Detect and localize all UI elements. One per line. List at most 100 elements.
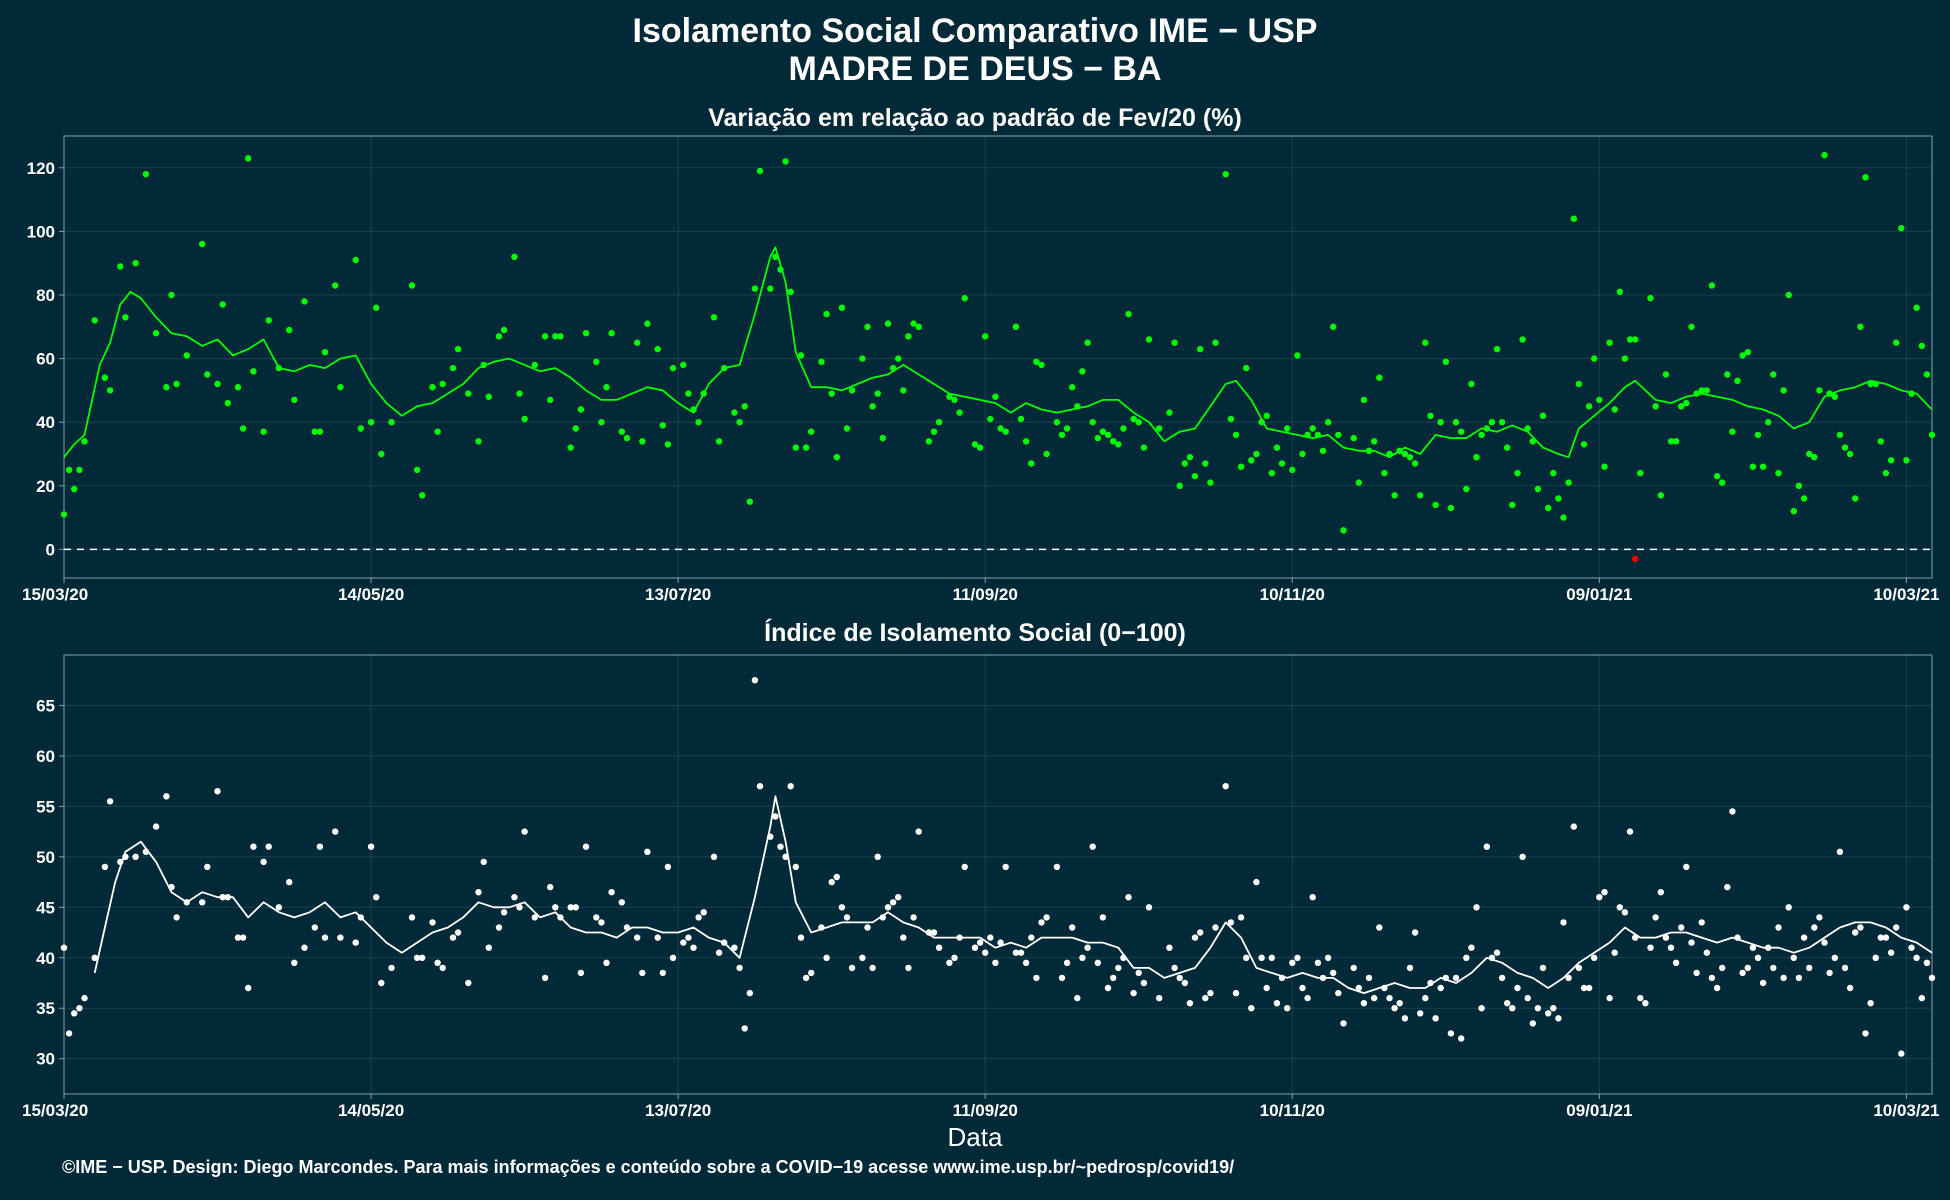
bottom-data-point <box>1156 994 1163 1002</box>
bottom-data-point <box>1785 904 1792 911</box>
top-data-point <box>1770 371 1777 378</box>
bottom-data-point <box>639 969 646 977</box>
bottom-data-point <box>106 798 114 805</box>
top-data-point <box>1324 419 1332 426</box>
top-data-point <box>516 390 523 397</box>
bottom-data-point <box>1698 919 1705 926</box>
bottom-data-point <box>1478 1005 1485 1012</box>
bottom-data-point <box>1417 1010 1424 1017</box>
bottom-data-point <box>577 969 585 977</box>
bottom-data-point <box>1846 984 1854 992</box>
bottom-data-point <box>808 969 815 977</box>
top-data-point <box>1253 450 1260 458</box>
bottom-data-point <box>1928 974 1936 982</box>
top-data-point <box>1708 282 1716 289</box>
bottom-data-point <box>1324 954 1332 961</box>
top-data-point <box>1028 460 1035 467</box>
bottom-data-point <box>1309 894 1316 901</box>
bottom-data-point <box>992 959 999 966</box>
top-data-point <box>1473 454 1480 461</box>
top-data-point <box>915 323 922 330</box>
bottom-data-point <box>1826 969 1833 977</box>
top-data-point <box>352 256 359 264</box>
top-data-point <box>623 434 631 442</box>
top-data-point <box>905 333 912 340</box>
top-data-point <box>1591 355 1598 362</box>
chart-title-line1: Isolamento Social Comparativo IME − USP <box>632 12 1318 50</box>
bottom-data-point <box>1836 848 1844 855</box>
top-data-point <box>1350 434 1357 442</box>
bottom-data-point <box>930 929 938 936</box>
bottom-data-point <box>1458 1035 1465 1042</box>
bottom-data-point <box>1063 959 1071 966</box>
bottom-x-tick-label: 09/01/21 <box>1566 1101 1632 1120</box>
top-data-point <box>122 314 129 321</box>
bottom-data-point <box>1186 1000 1194 1007</box>
top-data-point <box>1698 387 1705 394</box>
bottom-data-point <box>690 944 697 951</box>
top-data-point <box>1166 409 1173 416</box>
top-data-point <box>1243 364 1250 372</box>
top-data-point <box>1411 460 1419 467</box>
top-y-tick-label: 60 <box>36 350 55 369</box>
top-data-point <box>823 310 830 318</box>
bottom-data-point <box>1529 1020 1537 1027</box>
bottom-data-point <box>1202 994 1209 1002</box>
bottom-data-point <box>900 934 907 941</box>
bottom-data-point <box>475 889 482 896</box>
bottom-x-tick-label: 14/05/20 <box>338 1101 404 1120</box>
bottom-data-point <box>1831 954 1839 961</box>
top-data-point <box>1862 174 1869 181</box>
bottom-data-point <box>695 914 702 921</box>
top-data-point <box>1376 374 1383 381</box>
top-data-point <box>1903 457 1910 464</box>
top-data-point <box>1181 460 1189 467</box>
bottom-data-point <box>1473 904 1480 911</box>
bottom-data-point <box>1539 964 1547 972</box>
top-data-point <box>547 396 554 404</box>
bottom-data-point <box>1611 949 1618 956</box>
bottom-data-point <box>1135 969 1142 977</box>
top-data-point <box>1191 473 1199 480</box>
top-data-point <box>1406 454 1414 461</box>
bottom-data-point <box>792 863 799 871</box>
bottom-data-point <box>961 863 968 871</box>
top-data-point <box>434 428 441 435</box>
top-data-point <box>378 450 385 458</box>
bottom-data-point <box>1877 934 1885 941</box>
bottom-data-point <box>1882 934 1890 941</box>
top-data-point <box>1022 438 1030 445</box>
top-data-point <box>1053 419 1061 426</box>
bottom-data-point <box>756 783 764 790</box>
top-data-point <box>1923 371 1931 378</box>
top-y-tick-label: 0 <box>46 540 55 559</box>
bottom-data-point <box>301 944 308 951</box>
bottom-y-tick-label: 40 <box>36 949 55 968</box>
top-data-point <box>598 419 605 426</box>
bottom-data-point <box>1002 863 1009 871</box>
bottom-data-point <box>736 964 743 972</box>
top-data-point <box>224 399 231 407</box>
bottom-data-point <box>1795 974 1803 982</box>
top-data-point <box>1765 419 1772 426</box>
top-data-point <box>71 485 78 493</box>
top-y-tick-label: 120 <box>27 159 55 178</box>
bottom-data-point <box>1263 984 1270 992</box>
top-data-point <box>1447 504 1455 512</box>
top-data-point <box>751 285 759 292</box>
top-x-tick-label: 09/01/21 <box>1566 585 1632 604</box>
top-data-point <box>874 390 881 397</box>
bottom-data-point <box>1222 783 1229 790</box>
bottom-moving-average-line <box>93 795 1933 994</box>
bottom-data-point <box>516 904 523 911</box>
top-data-point <box>577 406 585 413</box>
top-data-point <box>859 355 866 362</box>
top-data-point <box>869 403 876 410</box>
bottom-data-point <box>1811 924 1818 931</box>
bottom-data-point <box>552 904 559 911</box>
bottom-data-point <box>260 858 267 866</box>
top-data-point <box>1094 434 1102 442</box>
bottom-data-point <box>1744 964 1752 972</box>
top-data-point <box>1422 339 1429 346</box>
bottom-data-point <box>772 813 779 820</box>
